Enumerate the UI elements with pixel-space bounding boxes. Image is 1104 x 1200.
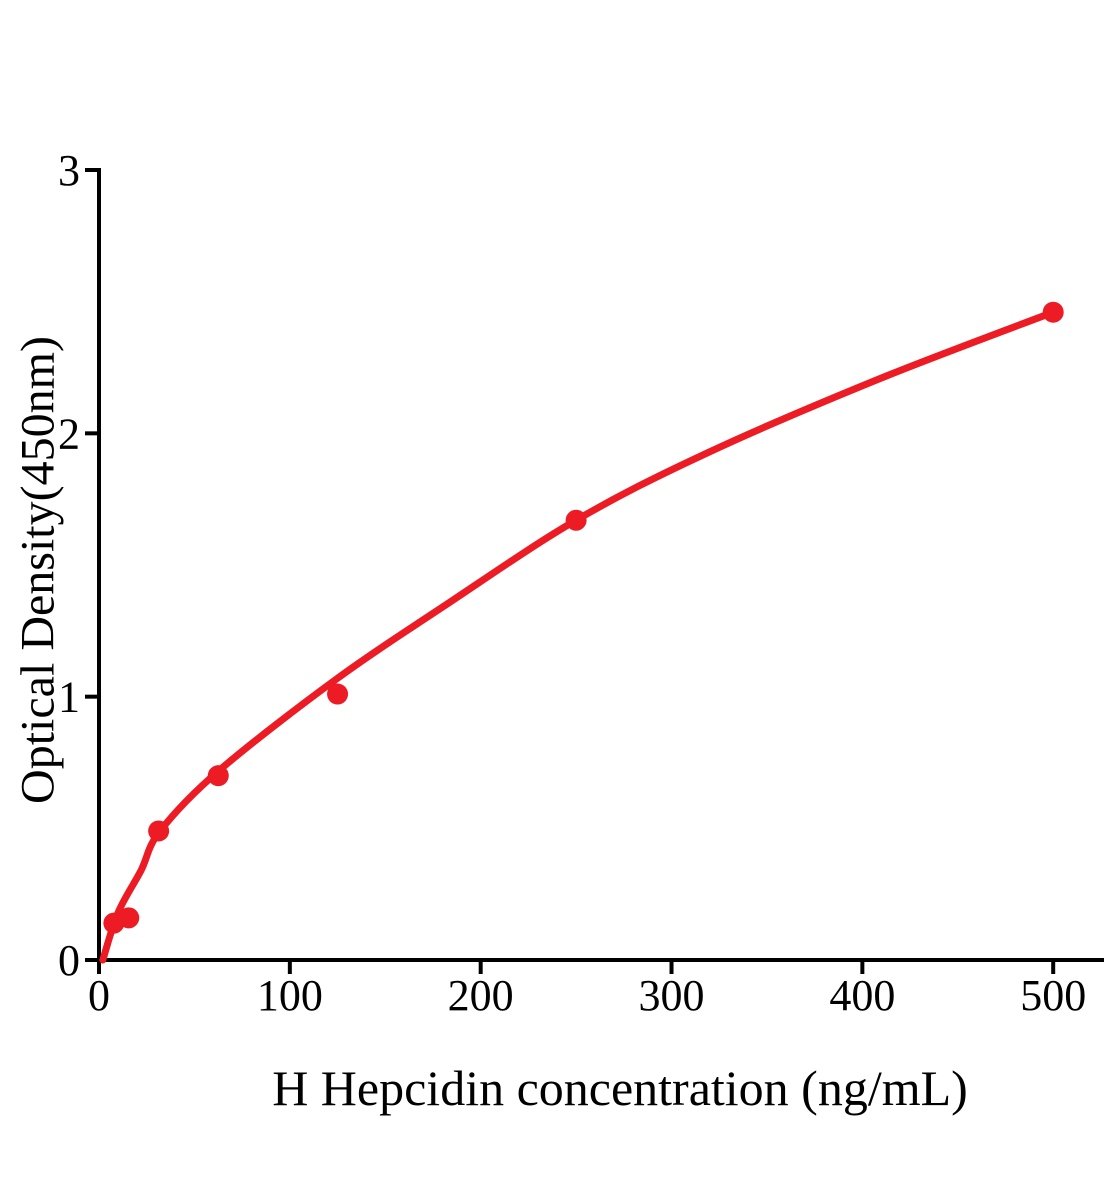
y-tick-label: 3 (58, 146, 80, 195)
data-point (1042, 301, 1064, 323)
x-tick-label: 100 (257, 971, 323, 1020)
data-point (148, 820, 170, 842)
x-tick-label: 300 (639, 971, 705, 1020)
data-point (118, 907, 140, 929)
data-point (327, 683, 349, 705)
x-tick-label: 500 (1020, 971, 1086, 1020)
data-point (565, 509, 587, 531)
data-point (207, 765, 229, 787)
x-axis-title: H Hepcidin concentration (ng/mL) (272, 1060, 968, 1116)
standard-curve-line (99, 308, 1057, 964)
y-tick-label: 0 (58, 936, 80, 985)
y-axis-title: Optical Density(450nm) (11, 336, 65, 804)
y-tick-label: 1 (58, 673, 80, 722)
x-tick-label: 400 (829, 971, 895, 1020)
y-tick-label: 2 (58, 409, 80, 458)
x-tick-label: 0 (88, 971, 110, 1020)
x-tick-label: 200 (448, 971, 514, 1020)
